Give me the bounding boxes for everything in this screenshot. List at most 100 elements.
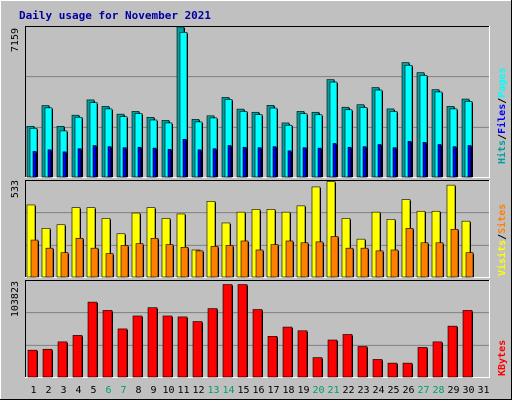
kbytes-bar [117, 328, 128, 378]
day-label: 28 [432, 385, 444, 396]
kbytes-bar [267, 336, 278, 378]
pages-bar [182, 138, 187, 178]
pages-bar [377, 144, 382, 178]
legend-entry: / [497, 234, 508, 240]
kbytes-bar [27, 349, 38, 378]
sites-bar [375, 250, 384, 278]
sites-bar [300, 242, 309, 278]
legend-entry: Visits [496, 240, 508, 276]
kbytes-bar [207, 308, 218, 378]
pages-bar [362, 146, 367, 178]
pages-bar [257, 147, 262, 178]
pages-bar [47, 149, 52, 178]
sites-bar [195, 250, 204, 278]
kbytes-bar [87, 301, 98, 378]
sites-bar [255, 249, 264, 278]
sites-bar [30, 239, 39, 278]
pages-bar [212, 148, 217, 178]
sites-bar [45, 247, 54, 278]
kbytes-bar [147, 307, 158, 378]
day-label: 27 [417, 385, 429, 396]
kbytes-bar [177, 316, 188, 378]
sites-bar [465, 252, 474, 278]
day-label: 29 [447, 385, 459, 396]
pages-bar [422, 142, 427, 178]
sites-bar [135, 243, 144, 278]
day-label: 16 [252, 385, 264, 396]
pages-bar [317, 147, 322, 178]
day-label: 12 [192, 385, 204, 396]
chart-title: Daily usage for November 2021 [19, 9, 211, 22]
day-label: 22 [342, 385, 354, 396]
kbytes-bar [402, 362, 413, 378]
sites-bar [360, 247, 369, 278]
sites-bar [240, 240, 249, 278]
day-label: 19 [297, 385, 309, 396]
panel-kbytes [25, 280, 490, 378]
kbytes-bar [102, 310, 113, 378]
kbytes-bar [42, 348, 53, 378]
day-label: 17 [267, 385, 279, 396]
day-label: 23 [357, 385, 369, 396]
sites-bar [180, 246, 189, 278]
sites-bar [225, 245, 234, 278]
day-label: 15 [237, 385, 249, 396]
sites-bar [165, 244, 174, 278]
kbytes-bar [57, 341, 68, 378]
pages-bar [92, 145, 97, 178]
pages-bar [62, 151, 67, 178]
pages-bar [167, 149, 172, 178]
sites-bar [285, 240, 294, 278]
sites-bar [345, 247, 354, 278]
day-label: 2 [45, 385, 51, 396]
sites-bar [330, 236, 339, 278]
day-label: 24 [372, 385, 384, 396]
y-max-label-hits: 7159 [10, 28, 21, 52]
day-label: 10 [162, 385, 174, 396]
legend-entry: KBytes [497, 340, 508, 376]
pages-bar [227, 145, 232, 178]
kbytes-bar [327, 339, 338, 378]
day-label: 6 [105, 385, 111, 396]
day-label: 26 [402, 385, 414, 396]
pages-bar [122, 147, 127, 178]
pages-bar [32, 151, 37, 178]
pages-bar [107, 146, 112, 178]
legend-entry: / [497, 98, 508, 104]
day-label: 18 [282, 385, 294, 396]
kbytes-bar [447, 325, 458, 378]
y-max-label-kbytes: 103823 [10, 281, 21, 317]
sites-bar [390, 249, 399, 278]
sites-bar [210, 246, 219, 278]
sites-bar [435, 242, 444, 278]
day-label: 30 [462, 385, 474, 396]
legend-text: KBytes [497, 340, 508, 376]
day-label: 11 [177, 385, 189, 396]
legend-entry: / [497, 134, 508, 140]
pages-bar [452, 146, 457, 178]
y-max-label-visits: 533 [10, 180, 21, 198]
sites-bar [90, 247, 99, 278]
pages-bar [242, 146, 247, 178]
kbytes-bar [162, 315, 173, 378]
kbytes-bar [372, 359, 383, 378]
sites-bar [75, 237, 84, 278]
panel-hits-files-pages [25, 26, 490, 178]
legend-text: Hits/Files/Pages [496, 68, 508, 164]
legend-kbytes: KBytes [497, 340, 508, 376]
sites-bar [105, 253, 114, 278]
kbytes-bar [342, 334, 353, 378]
pages-bar [152, 147, 157, 178]
pages-bar [272, 146, 277, 178]
sites-bar [450, 228, 459, 278]
kbytes-bar [237, 284, 248, 378]
kbytes-bar [72, 335, 83, 378]
pages-bar [197, 149, 202, 178]
kbytes-bar [222, 284, 233, 378]
pages-bar [287, 150, 292, 178]
sites-bar [315, 241, 324, 278]
sites-bar [120, 245, 129, 278]
day-label: 21 [327, 385, 339, 396]
legend-hits-files-pages: Hits/Files/Pages [496, 68, 508, 164]
kbytes-bar [132, 315, 143, 378]
